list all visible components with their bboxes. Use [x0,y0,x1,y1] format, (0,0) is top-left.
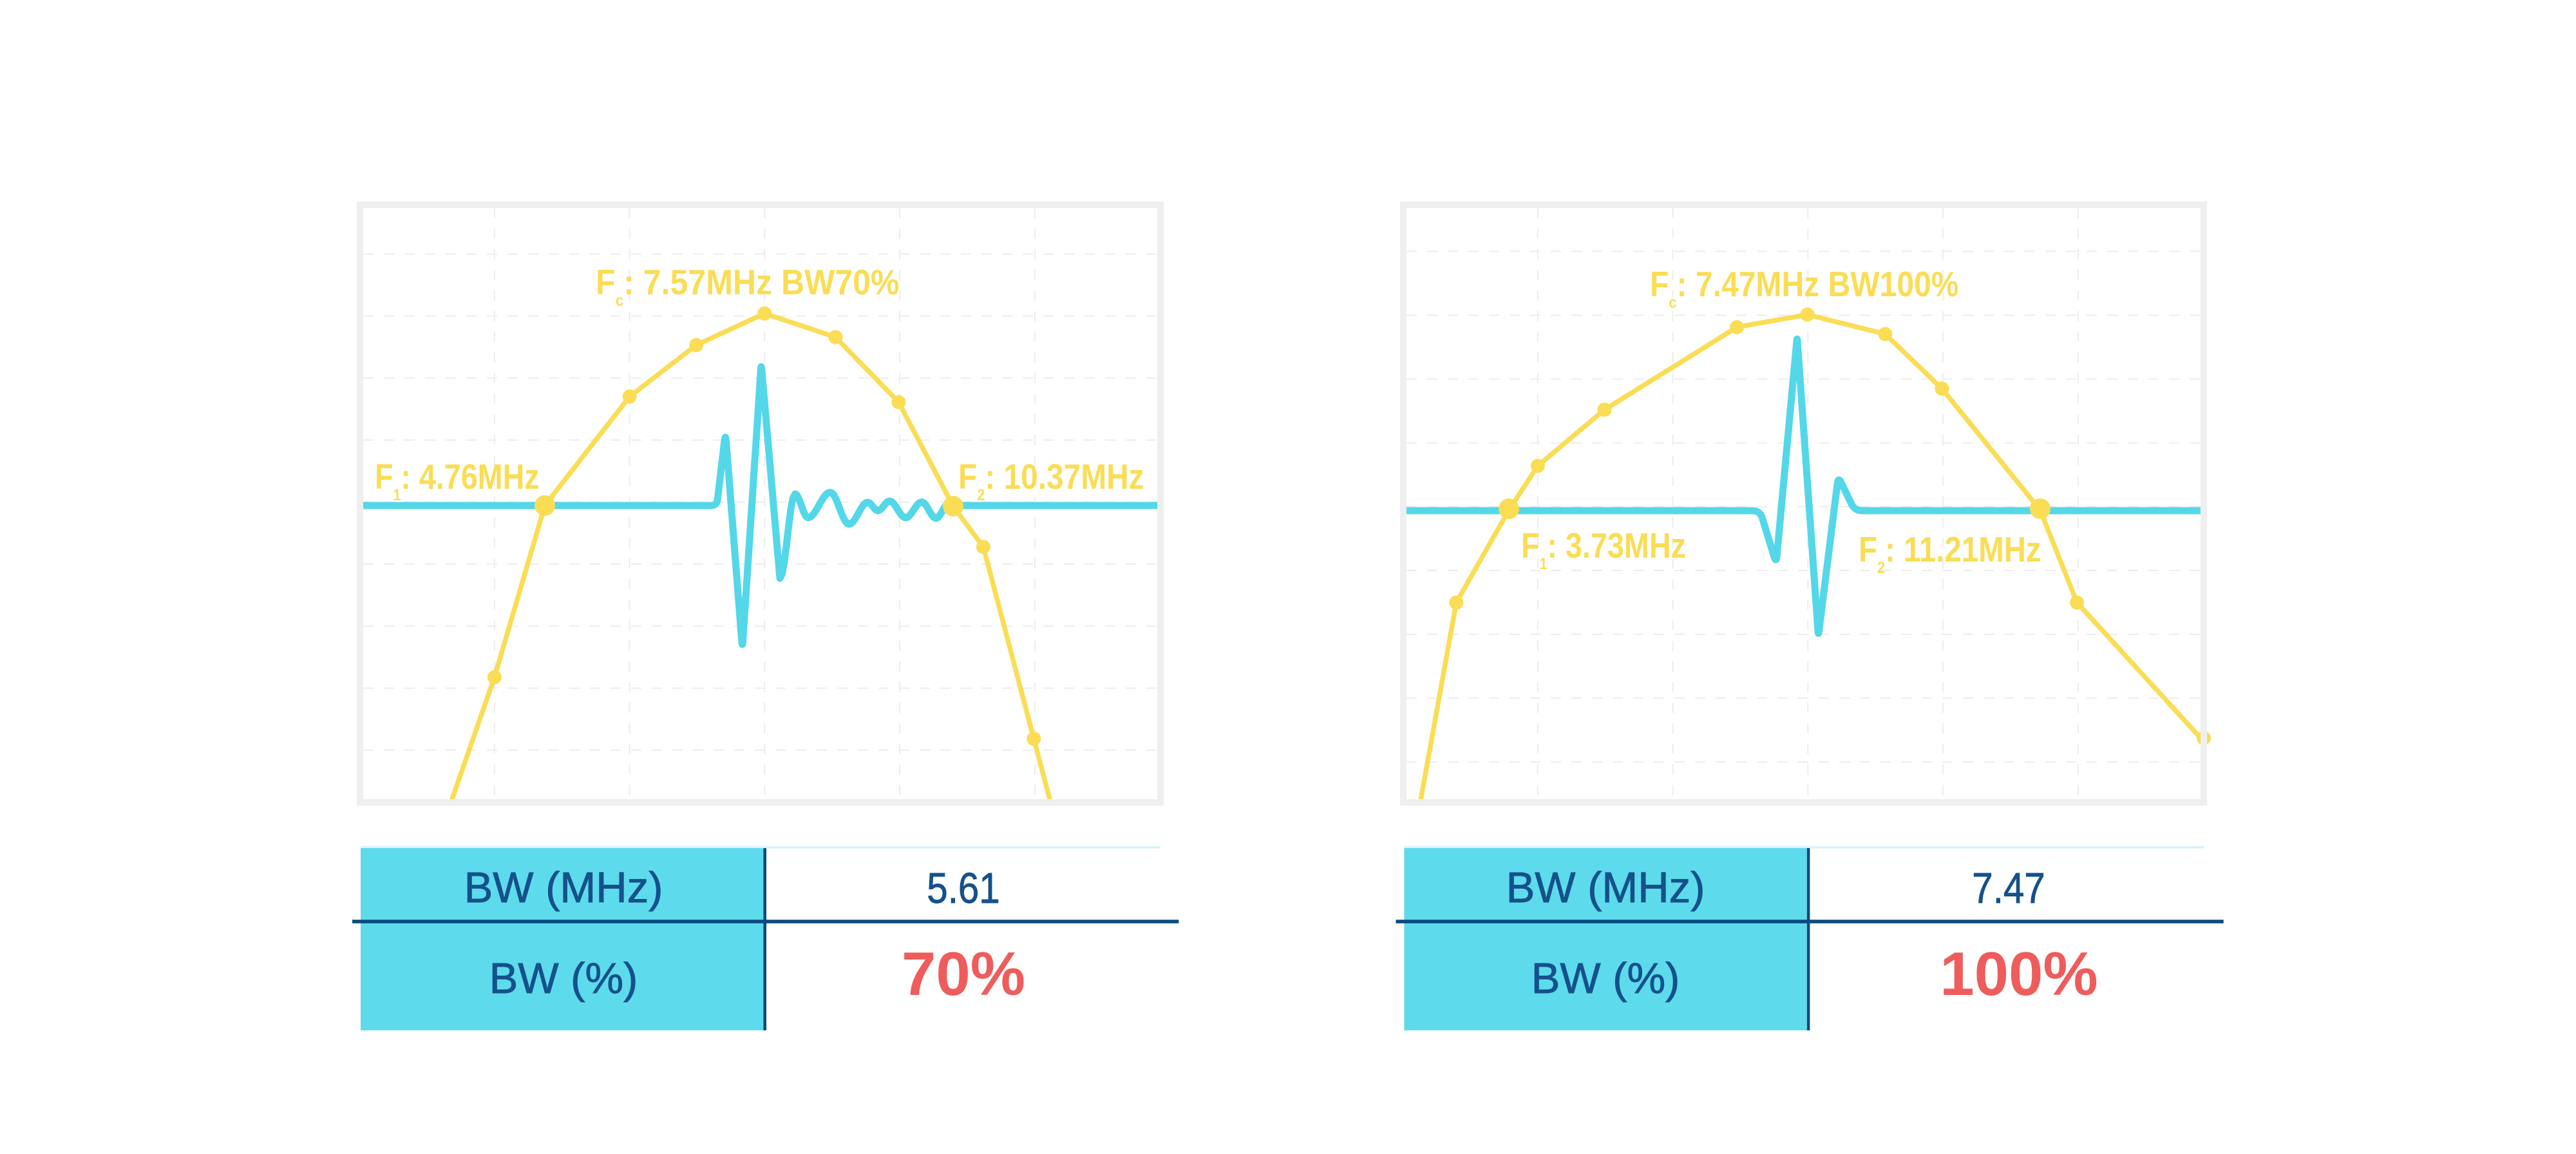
svg-text:BW (%): BW (%) [1531,954,1680,1003]
svg-text:BW (MHz): BW (MHz) [464,864,663,912]
svg-text:F1: 4.76MHz: F1: 4.76MHz [375,457,540,504]
svg-text:BW (MHz): BW (MHz) [1506,864,1705,912]
svg-text:F1: 3.73MHz: F1: 3.73MHz [1521,525,1686,572]
svg-text:BW (%): BW (%) [489,954,638,1003]
svg-text:70%: 70% [902,940,1025,1008]
svg-text:100%: 100% [1940,940,2098,1008]
svg-text:Fc: 7.47MHz BW100%: Fc: 7.47MHz BW100% [1650,264,1959,311]
svg-text:Fc: 7.57MHz BW70%: Fc: 7.57MHz BW70% [596,263,900,310]
svg-text:5.61: 5.61 [927,864,999,913]
svg-text:7.47: 7.47 [1972,864,2045,913]
svg-text:F2: 10.37MHz: F2: 10.37MHz [958,457,1144,504]
svg-text:F2: 11.21MHz: F2: 11.21MHz [1859,529,2041,577]
